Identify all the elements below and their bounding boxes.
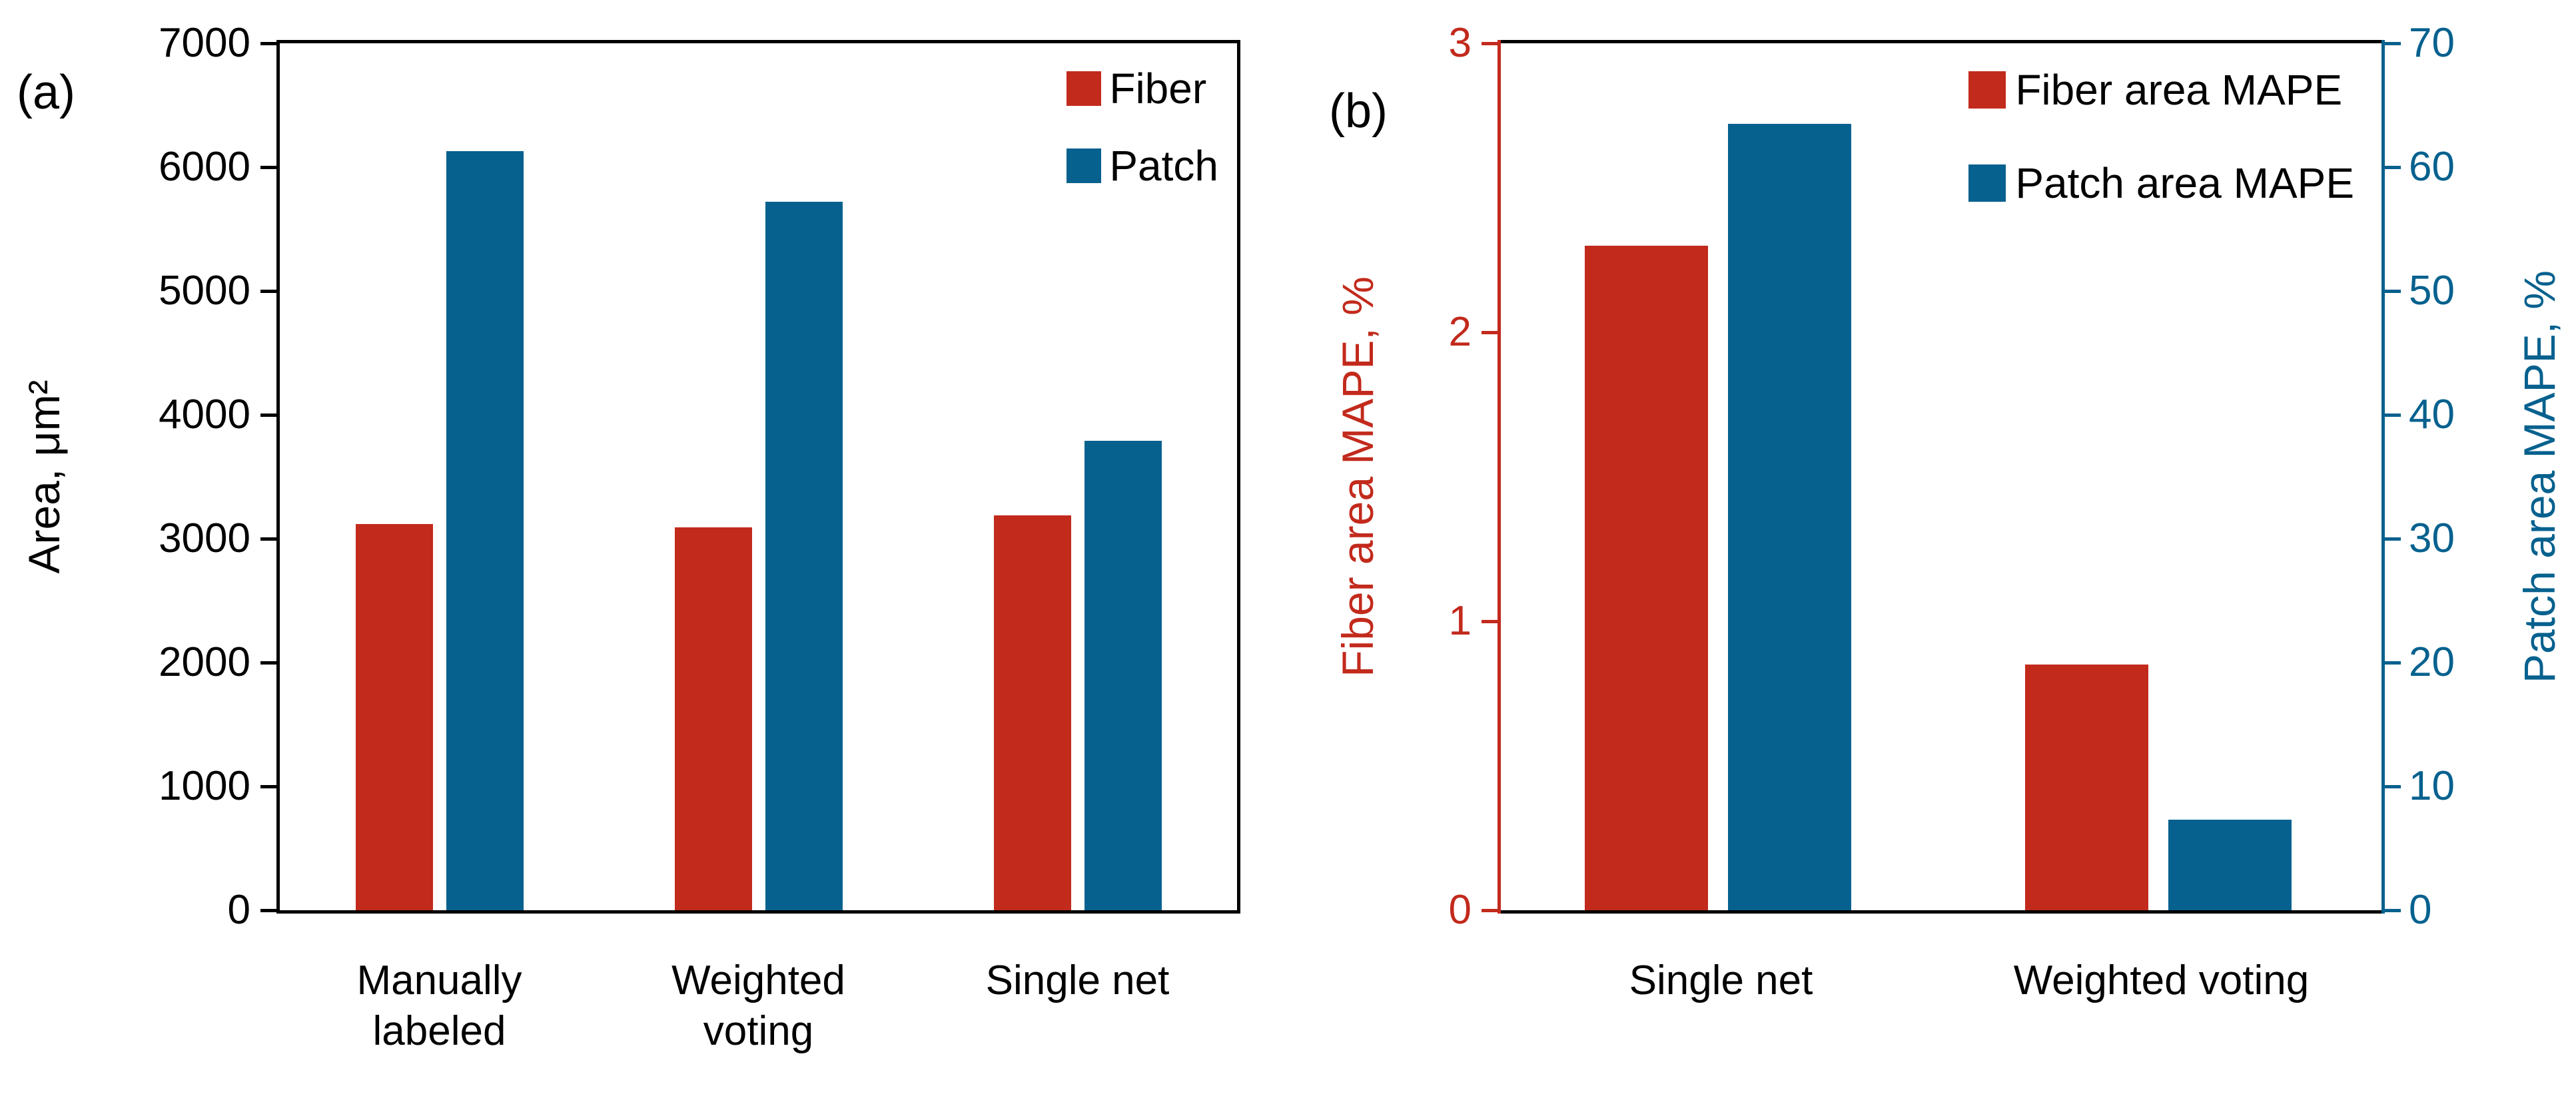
panel-a-tag: (a) <box>17 66 75 119</box>
panel-b-legend: Fiber area MAPE Patch area MAPE <box>1968 69 2354 204</box>
y-tick-label: 2 <box>1448 309 1472 355</box>
panel-a-y-axis-title: Area, μm² <box>19 380 69 574</box>
legend-item-fiber-area-mape: Fiber area MAPE <box>1968 69 2354 111</box>
legend-swatch-icon <box>1067 71 1102 106</box>
y-tick-mark <box>2385 537 2401 541</box>
legend-item-patch: Patch <box>1067 144 1218 187</box>
panel-b-right-spine <box>2381 40 2385 914</box>
y-tick-mark <box>2385 165 2401 169</box>
panel-b-right-y-axis-title: Patch area MAPE, % <box>2515 270 2564 683</box>
legend-item-fiber: Fiber <box>1067 67 1218 110</box>
y-tick-label: 10 <box>2409 763 2455 809</box>
y-tick-mark <box>260 165 276 169</box>
y-tick-mark <box>260 537 276 541</box>
legend-label: Fiber <box>1109 65 1207 113</box>
y-tick-label: 0 <box>2409 887 2432 933</box>
bar-patch-area-mape <box>2168 820 2292 910</box>
y-tick-label: 7000 <box>159 20 250 66</box>
bar-patch <box>765 202 843 910</box>
legend-swatch-icon <box>1067 148 1102 183</box>
panel-b-left-spine <box>1498 40 1501 914</box>
y-tick-mark <box>1482 619 1498 623</box>
bar-patch-area-mape <box>1727 124 1851 910</box>
x-category-label: Manually labeled <box>356 958 522 1054</box>
x-category-label: Weighted voting <box>2013 958 2310 1003</box>
panel-a-legend: Fiber Patch <box>1067 67 1218 187</box>
panel-b-plot-area: Fiber area MAPE Patch area MAPE <box>1498 40 2385 914</box>
bar-fiber-area-mape <box>1584 246 1708 910</box>
legend-label: Fiber area MAPE <box>2015 66 2343 114</box>
legend-label: Patch area MAPE <box>2015 159 2354 207</box>
panel-a-plot-area: Fiber Patch <box>276 40 1240 914</box>
y-tick-label: 1000 <box>159 763 250 809</box>
y-tick-label: 40 <box>2409 392 2455 437</box>
legend-swatch-icon <box>1968 164 2006 202</box>
panel-a-bars <box>280 43 1237 910</box>
y-tick-label: 4000 <box>159 392 250 437</box>
y-tick-label: 70 <box>2409 20 2455 66</box>
bar-fiber <box>355 524 433 910</box>
y-tick-mark <box>260 908 276 912</box>
bar-patch <box>1084 441 1162 910</box>
bar-fiber-area-mape <box>2024 665 2148 910</box>
y-tick-mark <box>260 413 276 417</box>
y-tick-label: 60 <box>2409 144 2455 190</box>
legend-item-patch-area-mape: Patch area MAPE <box>1968 162 2354 204</box>
y-tick-mark <box>2385 661 2401 665</box>
y-tick-mark <box>2385 908 2401 912</box>
panel-b-bars <box>1498 43 2385 910</box>
y-tick-mark <box>260 41 276 45</box>
y-tick-label: 20 <box>2409 639 2455 685</box>
y-tick-mark <box>2385 413 2401 417</box>
y-tick-label: 2000 <box>159 639 250 685</box>
bar-fiber <box>993 515 1071 910</box>
y-tick-label: 30 <box>2409 515 2455 561</box>
y-tick-label: 50 <box>2409 268 2455 314</box>
y-tick-mark <box>260 784 276 788</box>
y-tick-label: 3000 <box>159 515 250 561</box>
x-category-label: Single net <box>1629 958 1813 1003</box>
y-tick-mark <box>2385 784 2401 788</box>
y-tick-mark <box>1482 41 1498 45</box>
panel-b-tag: (b) <box>1329 85 1388 138</box>
y-tick-mark <box>260 661 276 665</box>
y-tick-mark <box>1482 908 1498 912</box>
y-tick-mark <box>260 289 276 293</box>
bar-patch <box>446 151 524 910</box>
legend-label: Patch <box>1109 142 1218 190</box>
y-tick-mark <box>1482 330 1498 334</box>
y-tick-label: 0 <box>1448 887 1472 933</box>
y-tick-label: 0 <box>227 887 250 933</box>
y-tick-label: 3 <box>1448 20 1472 66</box>
x-category-label: Weighted voting <box>671 958 845 1054</box>
y-tick-label: 6000 <box>159 144 250 190</box>
legend-swatch-icon <box>1968 71 2006 109</box>
y-tick-mark <box>2385 41 2401 45</box>
x-category-label: Single net <box>985 958 1170 1003</box>
y-tick-mark <box>2385 289 2401 293</box>
bar-fiber <box>674 527 752 910</box>
y-tick-label: 1 <box>1448 598 1472 644</box>
y-tick-label: 5000 <box>159 268 250 314</box>
